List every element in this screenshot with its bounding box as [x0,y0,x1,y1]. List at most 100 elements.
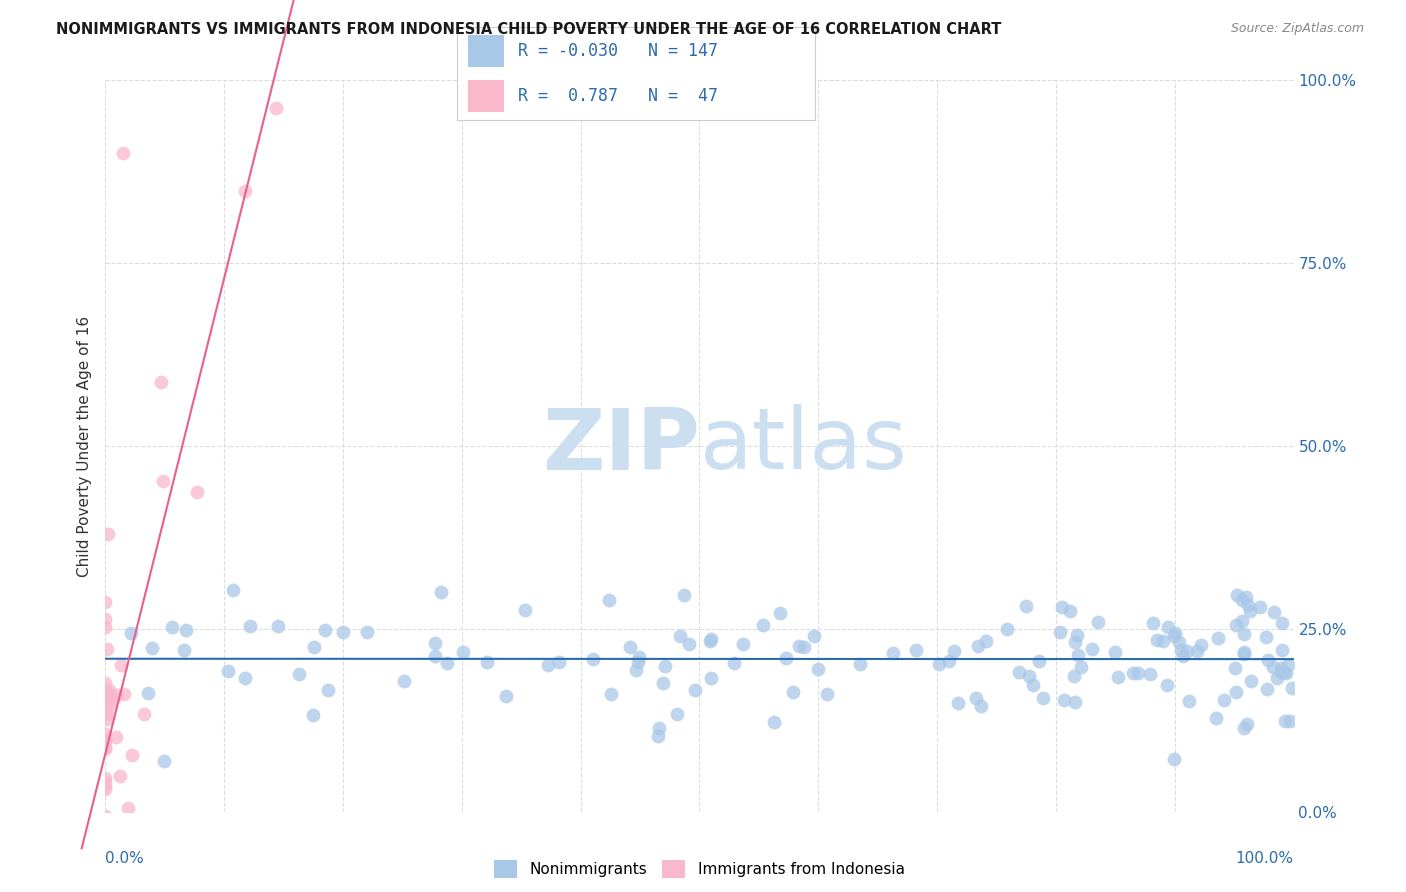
Point [849,657,872,671]
Point [803,628,825,642]
Point [787,639,810,653]
Point [288,666,311,681]
Point [1240,674,1263,689]
Point [995,623,1018,637]
Point [141,640,163,655]
Point [1063,635,1085,649]
Point [98,688,121,702]
Point [1270,660,1292,674]
Point [1059,604,1081,618]
Point [1175,644,1198,658]
Point [173,643,195,657]
Point [94,841,117,855]
Point [1233,721,1256,735]
Point [1067,648,1090,663]
Point [1164,626,1187,640]
Point [97,706,120,721]
Point [966,640,988,654]
Point [392,674,415,689]
Point [1146,632,1168,647]
Point [946,696,969,710]
Point [302,708,325,723]
Point [94,676,117,690]
Text: 0.0%: 0.0% [105,851,145,865]
Bar [468,35,503,67]
Point [94,690,117,704]
Point [582,652,605,666]
Point [970,698,993,713]
Point [965,690,987,705]
Point [222,582,245,597]
Point [1178,694,1201,708]
Text: ZIP: ZIP [541,404,700,488]
Point [302,640,325,654]
Point [98,691,121,706]
Point [1139,666,1161,681]
Point [267,619,290,633]
Point [96,838,118,853]
Point [98,683,121,698]
Y-axis label: Child Poverty Under the Age of 16: Child Poverty Under the Age of 16 [77,316,93,576]
Point [94,742,117,756]
Point [112,687,135,701]
Point [1152,634,1174,648]
Point [654,659,676,673]
Point [619,640,641,654]
Point [94,734,117,748]
Point [1163,629,1185,643]
Point [423,648,446,663]
Point [239,618,262,632]
Point [94,694,117,708]
Point [782,685,804,699]
Point [138,686,160,700]
Point [904,643,927,657]
Point [94,841,117,855]
Point [94,813,117,827]
Point [1225,684,1247,698]
Point [1271,616,1294,631]
Text: 100.0%: 100.0% [1236,851,1294,865]
Point [548,655,571,669]
Point [94,620,117,634]
Text: NONIMMIGRANTS VS IMMIGRANTS FROM INDONESIA CHILD POVERTY UNDER THE AGE OF 16 COR: NONIMMIGRANTS VS IMMIGRANTS FROM INDONES… [56,22,1001,37]
Point [1104,645,1126,659]
Point [1206,631,1229,645]
Point [121,747,143,762]
Point [1274,714,1296,728]
Point [94,731,117,746]
Point [94,779,117,793]
Point [1271,643,1294,657]
Point [1254,630,1277,644]
Point [314,623,336,637]
Point [1087,615,1109,629]
Point [598,592,620,607]
Point [94,681,117,696]
Point [882,647,904,661]
Point [673,589,696,603]
Point [1063,695,1085,709]
Point [1230,592,1253,607]
Point [1263,660,1285,674]
Point [683,683,706,698]
Point [1008,665,1031,680]
Point [94,839,117,854]
Point [1279,714,1302,728]
Point [152,475,174,489]
Point [495,689,517,703]
Point [763,714,786,729]
Point [1249,600,1271,615]
Legend: Nonimmigrants, Immigrants from Indonesia: Nonimmigrants, Immigrants from Indonesia [488,854,911,885]
Point [233,184,256,198]
Point [1070,659,1092,673]
Point [132,706,155,721]
Point [94,831,117,846]
Point [624,663,647,677]
Point [1018,669,1040,683]
Point [423,636,446,650]
Point [430,584,453,599]
Point [233,671,256,685]
Point [174,623,197,637]
Point [793,640,815,654]
Point [699,632,721,646]
Point [121,625,143,640]
